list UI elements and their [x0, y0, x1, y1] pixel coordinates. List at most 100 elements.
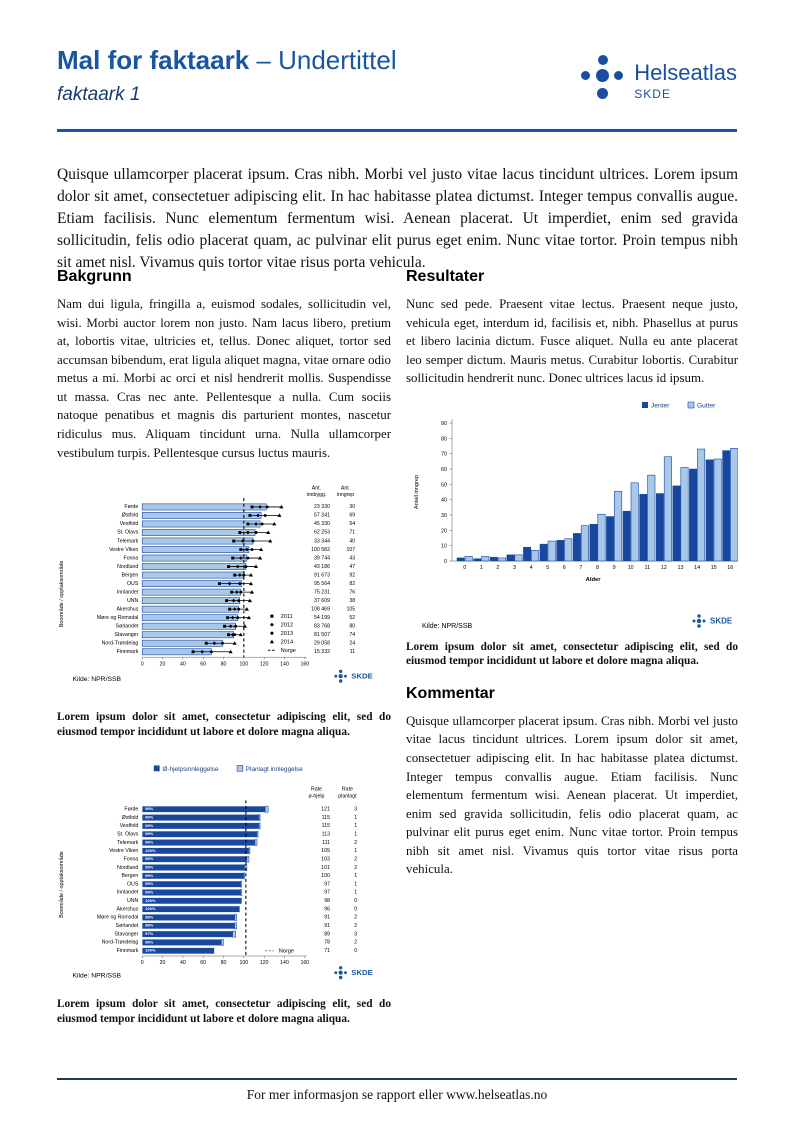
svg-text:24: 24: [349, 641, 355, 647]
svg-text:0: 0: [141, 960, 144, 966]
svg-text:16: 16: [727, 565, 733, 571]
svg-text:Rate: Rate: [311, 787, 322, 793]
svg-text:14: 14: [694, 565, 700, 571]
svg-text:38: 38: [349, 598, 355, 604]
svg-text:Nord-Trøndelag: Nord-Trøndelag: [102, 940, 139, 946]
svg-text:80: 80: [221, 960, 227, 966]
svg-text:2: 2: [354, 865, 357, 871]
svg-text:95 564: 95 564: [314, 581, 330, 587]
svg-text:Norge: Norge: [281, 648, 296, 654]
svg-text:Bergen: Bergen: [121, 873, 138, 879]
svg-text:89: 89: [324, 931, 330, 937]
svg-text:69: 69: [349, 513, 355, 519]
svg-text:1: 1: [354, 823, 357, 829]
svg-text:80: 80: [349, 624, 355, 630]
svg-text:92: 92: [349, 573, 355, 579]
svg-text:2: 2: [354, 857, 357, 863]
svg-text:7: 7: [579, 565, 582, 571]
svg-text:1: 1: [354, 848, 357, 854]
svg-text:15 332: 15 332: [314, 649, 330, 655]
right-column: Resultater Nunc sed pede. Praesent vitae…: [406, 268, 738, 879]
svg-text:40: 40: [441, 498, 447, 504]
svg-text:90: 90: [441, 421, 447, 427]
svg-text:SKDE: SKDE: [710, 616, 733, 625]
svg-text:Østfold: Østfold: [122, 815, 139, 821]
svg-text:10: 10: [628, 565, 634, 571]
svg-text:100%: 100%: [145, 948, 156, 953]
svg-text:Sørlandet: Sørlandet: [116, 624, 139, 630]
svg-text:29 058: 29 058: [314, 641, 330, 647]
svg-text:140: 140: [280, 960, 289, 966]
svg-text:Ant.: Ant.: [312, 486, 321, 492]
svg-text:Kilde: NPR/SSB: Kilde: NPR/SSB: [72, 676, 121, 683]
svg-text:Ant.: Ant.: [341, 486, 350, 492]
svg-text:91 673: 91 673: [314, 573, 330, 579]
svg-text:planlagt: planlagt: [338, 794, 357, 800]
logo-org-text: SKDE: [634, 86, 671, 101]
svg-text:Møre og Romsdal: Møre og Romsdal: [97, 915, 138, 921]
helseatlas-logo: Helseatlas SKDE: [581, 55, 737, 107]
svg-text:Førde: Førde: [124, 807, 138, 813]
svg-text:2012: 2012: [281, 623, 293, 629]
svg-text:Telemark: Telemark: [117, 538, 139, 544]
svg-text:ø-hjelp: ø-hjelp: [308, 794, 324, 800]
svg-text:Møre og Romsdal: Møre og Romsdal: [97, 615, 138, 621]
svg-text:1: 1: [480, 565, 483, 571]
svg-text:83 768: 83 768: [314, 624, 330, 630]
svg-text:103: 103: [321, 857, 330, 863]
svg-text:2: 2: [354, 923, 357, 929]
svg-text:40: 40: [180, 662, 186, 668]
svg-text:Boområde / opptaksområde: Boområde / opptaksområde: [58, 561, 65, 628]
svg-text:39 744: 39 744: [314, 556, 330, 562]
svg-text:Fonna: Fonna: [124, 556, 139, 562]
svg-text:2014: 2014: [281, 640, 293, 646]
svg-text:80: 80: [221, 662, 227, 668]
bakgrunn-body: Nam dui ligula, fringilla a, euismod sod…: [57, 297, 391, 460]
svg-text:91: 91: [324, 915, 330, 921]
svg-text:UNN: UNN: [127, 598, 139, 604]
footer-text[interactable]: For mer informasjon se rapport eller www…: [246, 1087, 548, 1102]
svg-text:50: 50: [441, 482, 447, 488]
svg-text:33 344: 33 344: [314, 538, 330, 544]
svg-text:0: 0: [354, 948, 357, 954]
svg-text:97: 97: [324, 890, 330, 896]
svg-text:5: 5: [546, 565, 549, 571]
svg-text:Kilde: NPR/SSB: Kilde: NPR/SSB: [72, 973, 121, 980]
svg-text:54: 54: [349, 521, 355, 527]
svg-text:105: 105: [346, 607, 355, 613]
svg-text:101: 101: [321, 865, 330, 871]
svg-text:140: 140: [280, 662, 289, 668]
svg-text:13: 13: [678, 565, 684, 571]
svg-text:4: 4: [530, 565, 533, 571]
svg-text:121: 121: [321, 807, 330, 813]
svg-text:74: 74: [349, 632, 355, 638]
page-title: Mal for faktaark – Undertittel: [57, 46, 737, 75]
svg-text:1: 1: [354, 873, 357, 879]
title-subtitle: – Undertittel: [249, 45, 397, 75]
svg-text:Antall inngrep: Antall inngrep: [414, 475, 420, 509]
svg-text:Boområde / opptaksområde: Boområde / opptaksområde: [58, 851, 65, 918]
svg-text:120: 120: [260, 960, 269, 966]
svg-text:2: 2: [354, 840, 357, 846]
svg-text:111: 111: [322, 840, 330, 846]
svg-text:98: 98: [324, 898, 330, 904]
svg-text:Vestre Viken: Vestre Viken: [109, 547, 138, 553]
svg-text:12: 12: [661, 565, 667, 571]
svg-text:23 330: 23 330: [314, 504, 330, 510]
svg-text:100 582: 100 582: [311, 547, 330, 553]
svg-text:71: 71: [349, 530, 355, 536]
svg-text:47: 47: [349, 564, 355, 570]
svg-text:98%: 98%: [145, 806, 154, 811]
svg-text:St. Olavs: St. Olavs: [117, 832, 139, 838]
svg-text:3: 3: [513, 565, 516, 571]
svg-text:UNN: UNN: [127, 898, 139, 904]
section-heading-resultater: Resultater: [406, 268, 485, 285]
svg-text:Nordland: Nordland: [117, 865, 138, 871]
svg-text:107: 107: [346, 547, 355, 553]
svg-text:70: 70: [441, 452, 447, 458]
svg-text:20: 20: [160, 960, 166, 966]
chart2-caption: Lorem ipsum dolor sit amet, consectetur …: [406, 640, 738, 668]
